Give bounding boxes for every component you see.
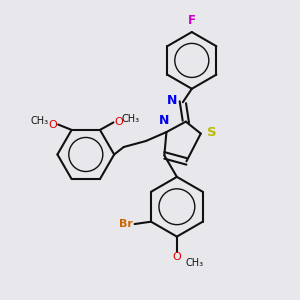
Text: CH₃: CH₃ xyxy=(185,257,203,268)
Text: O: O xyxy=(114,117,123,128)
Text: Br: Br xyxy=(119,219,133,229)
Text: O: O xyxy=(49,119,57,130)
Text: S: S xyxy=(207,127,217,140)
Text: F: F xyxy=(188,14,196,27)
Text: CH₃: CH₃ xyxy=(31,116,49,126)
Text: O: O xyxy=(172,252,181,262)
Text: CH₃: CH₃ xyxy=(122,115,140,124)
Text: N: N xyxy=(159,114,169,127)
Text: N: N xyxy=(167,94,178,107)
